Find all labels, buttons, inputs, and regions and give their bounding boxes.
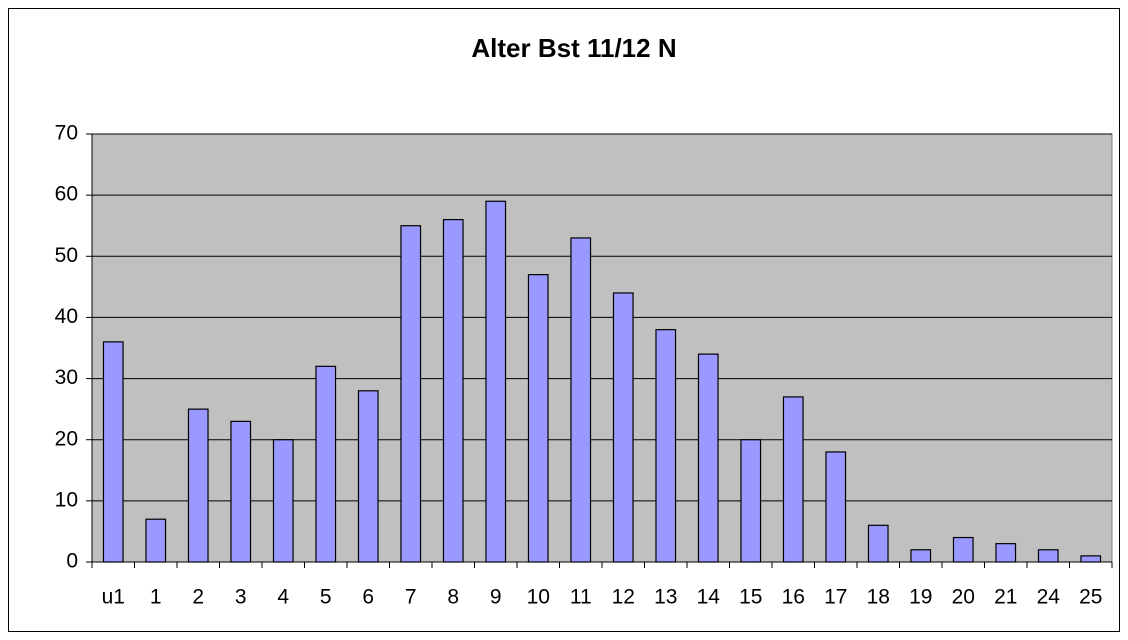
x-tick-label: 5 bbox=[320, 586, 332, 609]
x-tick-label: u1 bbox=[102, 586, 125, 609]
x-tick-label: 4 bbox=[277, 586, 289, 609]
bar bbox=[697, 353, 719, 563]
x-tick-label: 16 bbox=[782, 586, 805, 609]
x-tick-label: 12 bbox=[612, 586, 635, 609]
chart-title: Alter Bst 11/12 N bbox=[471, 33, 676, 63]
bar bbox=[740, 439, 762, 563]
bar bbox=[485, 200, 507, 563]
x-tick-label: 18 bbox=[867, 586, 890, 609]
bar bbox=[145, 518, 167, 563]
bar bbox=[1080, 555, 1102, 563]
y-tick-label: 60 bbox=[55, 183, 78, 206]
bar bbox=[272, 439, 294, 563]
bar bbox=[867, 524, 889, 563]
bar bbox=[570, 237, 592, 563]
y-tick-label: 50 bbox=[55, 244, 78, 267]
bar bbox=[825, 451, 847, 563]
x-tick-label: 17 bbox=[824, 586, 847, 609]
bar bbox=[102, 341, 124, 563]
x-tick-label: 24 bbox=[1037, 586, 1061, 609]
x-tick-label: 1 bbox=[150, 586, 162, 609]
bar bbox=[1037, 549, 1059, 563]
y-tick-label: 20 bbox=[55, 427, 78, 450]
y-tick-label: 10 bbox=[55, 488, 78, 511]
bar bbox=[315, 365, 337, 563]
x-tick-label: 9 bbox=[490, 586, 502, 609]
y-tick-label: 30 bbox=[55, 366, 78, 389]
x-tick-label: 8 bbox=[447, 586, 459, 609]
x-tick-label: 2 bbox=[192, 586, 204, 609]
x-tick-label: 10 bbox=[527, 586, 550, 609]
plot-area bbox=[91, 133, 1113, 563]
bar bbox=[655, 329, 677, 563]
x-tick-label: 13 bbox=[654, 586, 677, 609]
x-tick-label: 6 bbox=[362, 586, 374, 609]
bar bbox=[187, 408, 209, 563]
y-tick-label: 0 bbox=[66, 550, 78, 573]
x-tick-label: 15 bbox=[739, 586, 762, 609]
bar bbox=[357, 390, 379, 563]
bar bbox=[442, 219, 464, 563]
x-tick-label: 19 bbox=[909, 586, 932, 609]
bar bbox=[952, 536, 974, 563]
x-tick-label: 14 bbox=[697, 586, 721, 609]
bar bbox=[910, 549, 932, 563]
bar bbox=[230, 420, 252, 563]
x-tick-label: 20 bbox=[952, 586, 975, 609]
bar bbox=[782, 396, 804, 563]
x-tick-label: 11 bbox=[570, 586, 592, 609]
bar bbox=[995, 543, 1017, 563]
bar bbox=[400, 225, 422, 563]
y-tick-label: 40 bbox=[55, 305, 78, 328]
bar bbox=[527, 274, 549, 563]
x-tick-label: 7 bbox=[405, 586, 417, 609]
y-tick-label: 70 bbox=[55, 122, 78, 145]
bar bbox=[612, 292, 634, 563]
x-tick-label: 21 bbox=[994, 586, 1017, 609]
x-tick-label: 25 bbox=[1079, 586, 1102, 609]
x-tick-label: 3 bbox=[235, 586, 247, 609]
